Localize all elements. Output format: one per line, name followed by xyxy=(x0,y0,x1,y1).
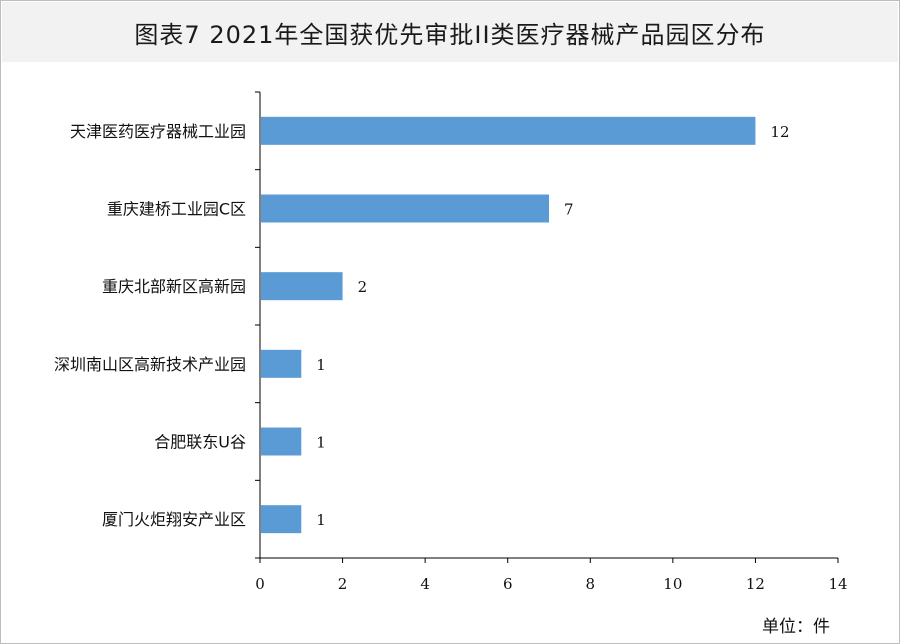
data-label: 2 xyxy=(358,278,368,296)
x-tick-label: 2 xyxy=(338,575,348,593)
bar xyxy=(261,349,302,378)
category-label: 合肥联东U谷 xyxy=(154,433,246,452)
category-label: 天津医药医疗器械工业园 xyxy=(70,122,246,141)
data-label: 12 xyxy=(770,123,789,141)
data-label: 7 xyxy=(564,201,574,219)
x-tick-label: 6 xyxy=(503,575,513,593)
x-tick-label: 12 xyxy=(746,575,765,593)
bar xyxy=(261,272,343,301)
data-label: 1 xyxy=(316,511,326,529)
bar xyxy=(261,116,756,145)
bar xyxy=(261,505,302,534)
bar xyxy=(261,194,549,223)
unit-label: 单位：件 xyxy=(762,617,830,637)
chart-title: 图表7 2021年全国获优先审批II类医疗器械产品园区分布 xyxy=(2,2,898,62)
data-label: 1 xyxy=(316,356,326,374)
category-label: 厦门火炬翔安产业区 xyxy=(102,510,246,529)
category-label: 深圳南山区高新技术产业园 xyxy=(54,355,246,374)
x-tick-label: 8 xyxy=(586,575,596,593)
x-tick-label: 14 xyxy=(828,575,847,593)
category-label: 重庆建桥工业园C区 xyxy=(107,200,246,219)
bar xyxy=(261,427,302,456)
category-label: 重庆北部新区高新园 xyxy=(102,277,246,296)
x-tick-label: 4 xyxy=(420,575,430,593)
x-tick-label: 10 xyxy=(663,575,682,593)
data-label: 1 xyxy=(316,434,326,452)
x-tick-label: 0 xyxy=(255,575,265,593)
